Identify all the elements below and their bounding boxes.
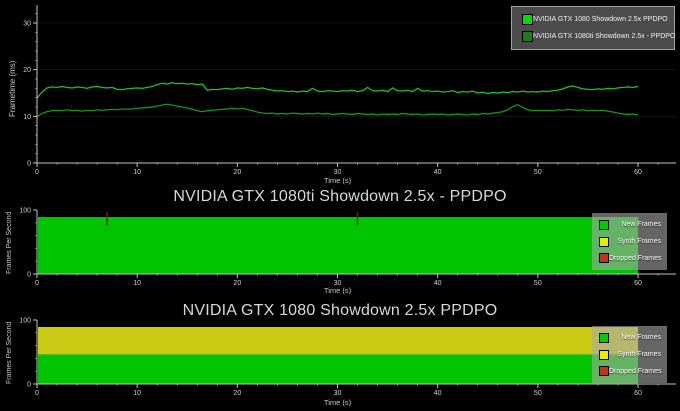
legend-item-dropped-frames: Dropped Frames [599,366,662,377]
legend-item-dropped-frames: Dropped Frames [599,253,662,264]
legend-item-gtx1080ti: NVIDIA GTX 1080ti Showdown 2.5x - PPDPO [522,31,675,43]
synth-frames-swatch [599,349,609,360]
synth-frames-swatch [599,236,609,247]
legend-item-synth-frames: Synth Frames [599,349,661,360]
dropped-frames-label: Dropped Frames [609,254,662,262]
frametime-legend: NVIDIA GTX 1080 Showdown 2.5x PPDPO NVID… [511,6,675,50]
synth-frames-label: Synth Frames [617,238,661,245]
y-tick-label: 30 [23,21,31,28]
legend-item-new-frames: New Frames [599,332,661,343]
legend-item-gtx1080: NVIDIA GTX 1080 Showdown 2.5x PPDPO [522,13,668,25]
x-tick-label: 30 [334,280,342,287]
new-frames-swatch [599,219,609,230]
x-tick-label: 30 [334,390,342,397]
x-tick-label: 20 [233,280,241,287]
series-line-1 [36,103,639,118]
fps-chart-1080-title: NVIDIA GTX 1080 Showdown 2.5x PPDPO [182,302,498,319]
x-tick-label: 60 [634,280,642,287]
x-tick-label: 0 [35,390,39,397]
x-tick-label: 50 [534,169,542,176]
new-frames-swatch [599,332,609,343]
gtx1080-series-swatch [522,13,533,25]
x-tick-label: 50 [534,390,542,397]
frametime-chart-plot: 0 10 20 30 40 50 60 0 10 20 30 [23,5,676,176]
x-tick-label: 60 [634,169,642,176]
x-tick-label: 50 [534,280,542,287]
x-tick-label: 60 [634,390,642,397]
legend-item-synth-frames: Synth Frames [599,236,661,247]
fps-1080ti-x-axis-label: Time (s) [323,286,352,295]
x-tick-label: 10 [133,169,141,176]
synth-frames-label: Synth Frames [617,351,661,358]
x-tick-label: 10 [133,280,141,287]
y-tick-label: 0 [27,272,31,279]
y-tick-label: 10 [23,114,31,121]
y-tick-label: 0 [27,382,31,389]
dropped-frames-label: Dropped Frames [609,367,662,375]
fps-legend-1080ti: New Frames Synth Frames Dropped Frames [592,213,667,270]
fps-chart-1080-plot: 0 10 20 30 40 50 60 0 100 [19,318,676,397]
dropped-frames-swatch [599,253,609,264]
x-tick-label: 20 [233,169,241,176]
fps-chart-1080ti-title: NVIDIA GTX 1080ti Showdown 2.5x - PPDPO [173,188,507,205]
y-tick-label: 20 [23,67,31,74]
dropped-frames-swatch [599,366,609,377]
x-tick-label: 0 [35,280,39,287]
new-frames-label: New Frames [621,221,661,229]
fps-chart-1080ti-section: 0 10 20 30 40 50 60 0 100 NVIDIA GTX 1080ti Show… [0,185,680,298]
frametime-y-axis-label: Frametime (ms) [8,60,17,117]
area-band-new-frames [38,217,638,274]
y-tick-label: 0 [27,161,31,168]
gtx1080ti-series-label: NVIDIA GTX 1080ti Showdown 2.5x - PPDPO [533,33,676,41]
series-halo-0 [36,81,639,99]
fps-1080ti-y-axis-label: Frames Per Second [6,211,13,274]
frametime-x-axis-label: Time (s) [323,176,352,185]
legend-item-new-frames: New Frames [599,219,661,230]
area-band-synth-frames [38,327,638,355]
x-tick-label: 40 [434,280,442,287]
y-tick-label: 100 [19,208,31,215]
series-line-0 [36,82,639,99]
fps-legend-1080: New Frames Synth Frames Dropped Frames [592,326,667,383]
area-band-new-frames [38,354,638,384]
x-tick-label: 40 [434,390,442,397]
x-tick-label: 0 [35,169,39,176]
new-frames-label: New Frames [621,334,661,342]
fps-chart-1080ti-plot: 0 10 20 30 40 50 60 0 100 [19,208,676,287]
fps-1080-x-axis-label: Time (s) [323,398,352,407]
x-tick-label: 20 [233,390,241,397]
fps-chart-1080-section: 0 10 20 30 40 50 60 0 100 NVIDIA GTX 1080 Showdo… [0,298,680,411]
gtx1080ti-series-swatch [522,31,533,43]
x-tick-label: 30 [334,169,342,176]
y-tick-label: 100 [19,318,31,325]
fps-1080-y-axis-label: Frames Per Second [6,321,13,384]
gtx1080-series-label: NVIDIA GTX 1080 Showdown 2.5x PPDPO [533,15,668,23]
frametime-chart-section: 0 10 20 30 40 50 60 0 10 20 30 Frametime (ms) Time… [0,0,680,185]
x-tick-label: 40 [434,169,442,176]
x-tick-label: 10 [133,390,141,397]
